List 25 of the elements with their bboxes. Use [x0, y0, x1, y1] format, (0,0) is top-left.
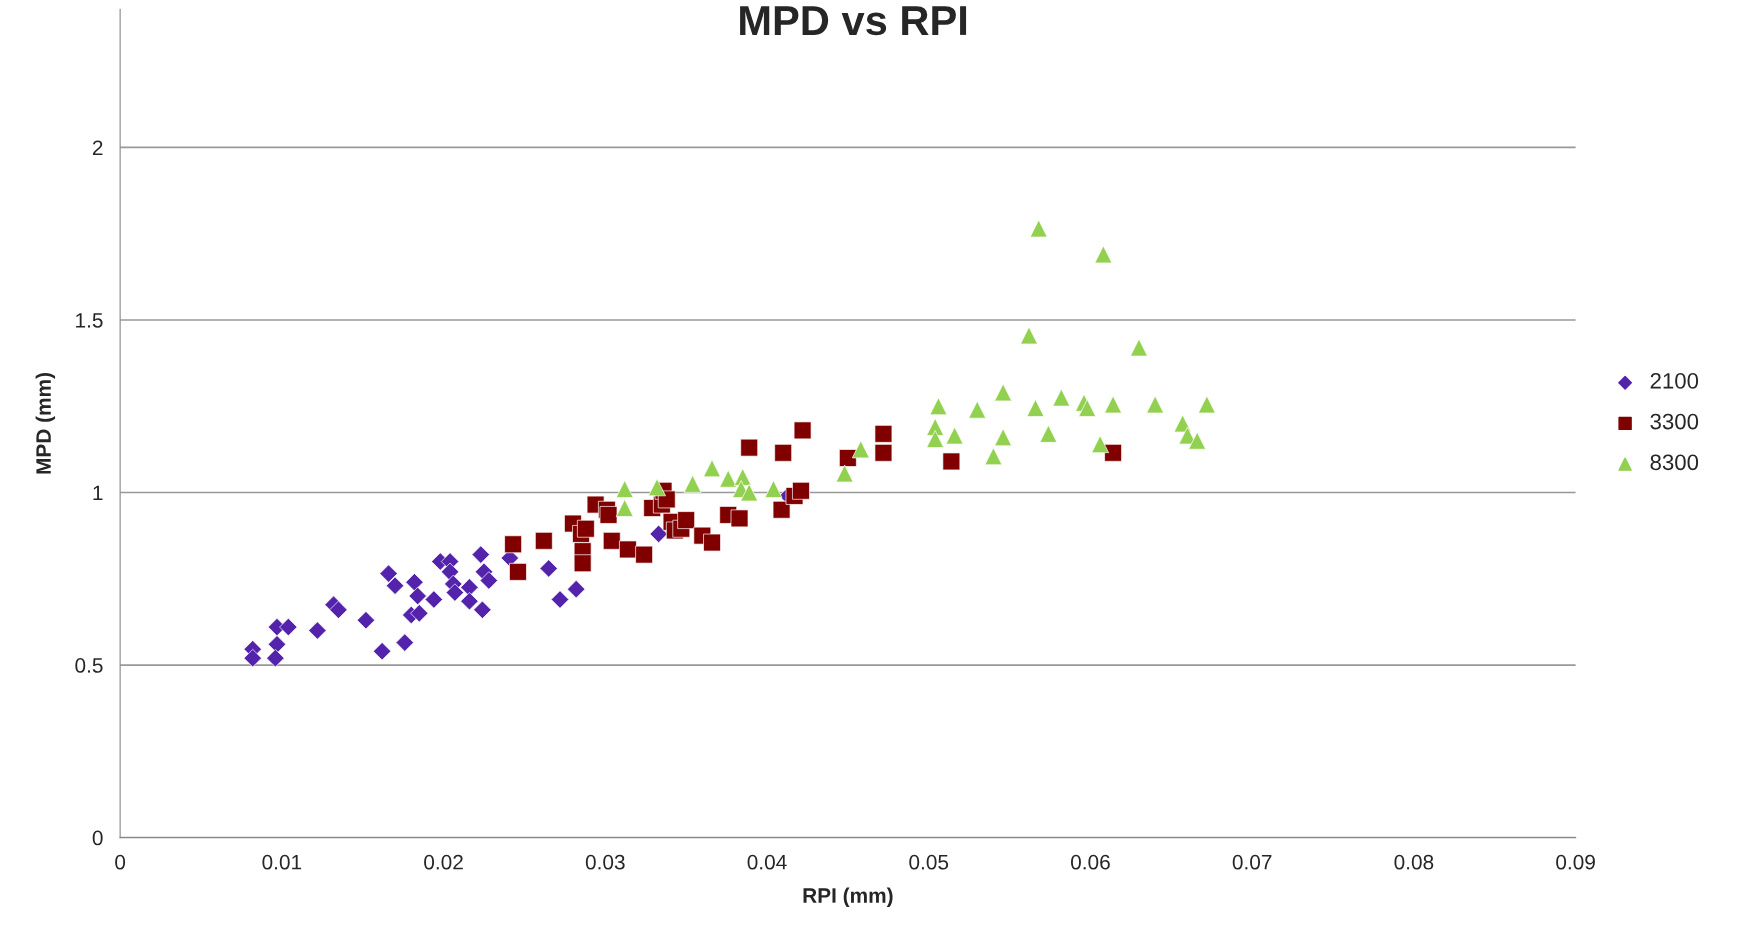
point — [615, 480, 634, 498]
x-tick-label: 0.07 — [1232, 854, 1272, 870]
x-tick-label: 0.06 — [1070, 854, 1110, 870]
legend-label: 2100 — [1650, 373, 1699, 389]
x-tick-label: 0.03 — [585, 854, 625, 870]
legend-label: 8300 — [1650, 454, 1699, 471]
x-tick-label: 0.09 — [1556, 854, 1595, 870]
y-tick-label: 2 — [92, 140, 103, 155]
y-tick-label: 0.5 — [75, 658, 103, 673]
x-axis-title: RPI (mm) — [803, 887, 893, 907]
point — [479, 571, 498, 590]
x-tick-label: 0.01 — [262, 854, 302, 870]
chart-title: MPD vs RPI — [740, 6, 967, 36]
y-tick-label: 0 — [92, 830, 103, 846]
legend-label: 3300 — [1650, 413, 1699, 430]
y-axis-title: MPD (mm) — [35, 373, 56, 474]
x-tick-label: 0 — [115, 854, 126, 870]
x-tick-label: 0.05 — [909, 854, 949, 870]
x-tick-label: 0.02 — [424, 854, 463, 870]
point — [460, 592, 479, 611]
x-tick-label: 0.04 — [747, 854, 787, 870]
point — [408, 586, 427, 606]
y-tick-label: 1.5 — [76, 313, 103, 328]
x-tick-label: 0.08 — [1394, 854, 1434, 870]
y-tick-label: 1 — [93, 485, 103, 501]
